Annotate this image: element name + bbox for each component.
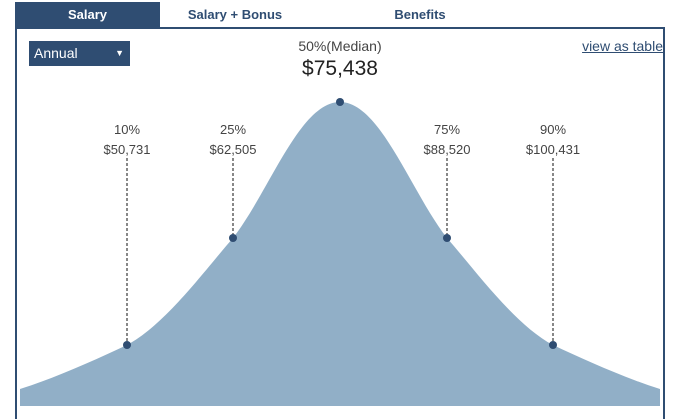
marker-dot-25[interactable] (229, 234, 237, 242)
chart-panel (15, 27, 665, 419)
tab-benefits[interactable]: Benefits (394, 7, 446, 22)
median-label: 50%(Median) (298, 38, 382, 54)
percentile-90-value: $100,431 (525, 142, 581, 157)
marker-dot-75[interactable] (443, 234, 451, 242)
marker-dot-10[interactable] (123, 341, 131, 349)
marker-dot-90[interactable] (549, 341, 557, 349)
percentile-90-label: 90% (539, 122, 567, 137)
period-select-value: Annual (34, 45, 78, 61)
tab-bar: Salary Salary + Bonus Benefits (15, 2, 671, 27)
marker-dot-median[interactable] (336, 98, 344, 106)
median-value: $75,438 (302, 57, 378, 80)
dropdown-arrow-icon: ▼ (115, 48, 124, 58)
view-as-table-link[interactable]: view as table (582, 38, 663, 54)
percentile-10-value: $50,731 (103, 142, 151, 157)
period-select[interactable]: Annual ▼ (29, 41, 130, 66)
percentile-10-label: 10% (113, 122, 141, 137)
percentile-25-label: 25% (219, 122, 247, 137)
percentile-75-label: 75% (433, 122, 461, 137)
percentile-25-value: $62,505 (209, 142, 257, 157)
distribution-curve (20, 102, 660, 406)
tab-salary-bonus[interactable]: Salary + Bonus (187, 7, 283, 22)
percentile-75-value: $88,520 (423, 142, 471, 157)
tab-salary[interactable]: Salary (15, 2, 160, 27)
